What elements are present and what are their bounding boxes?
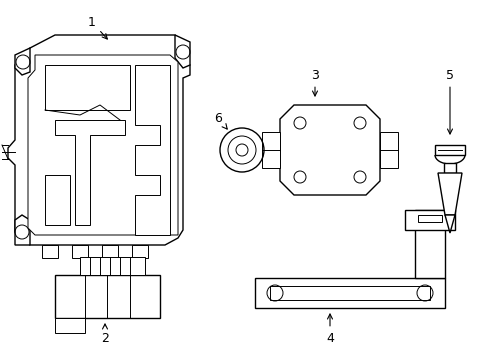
- Polygon shape: [417, 215, 441, 222]
- Polygon shape: [175, 35, 190, 68]
- Polygon shape: [42, 245, 58, 258]
- Polygon shape: [45, 175, 70, 225]
- Polygon shape: [102, 245, 118, 258]
- Text: 5: 5: [445, 68, 453, 134]
- Polygon shape: [443, 163, 455, 173]
- Polygon shape: [254, 278, 444, 308]
- Polygon shape: [15, 48, 30, 75]
- Polygon shape: [434, 145, 464, 155]
- Polygon shape: [444, 215, 454, 233]
- Polygon shape: [80, 257, 145, 275]
- Text: 1: 1: [88, 15, 107, 39]
- Polygon shape: [45, 65, 130, 110]
- Polygon shape: [414, 210, 444, 278]
- Polygon shape: [28, 55, 178, 235]
- Polygon shape: [262, 132, 280, 168]
- Polygon shape: [72, 245, 88, 258]
- Polygon shape: [8, 35, 190, 245]
- Polygon shape: [404, 210, 454, 230]
- Text: 4: 4: [325, 314, 333, 345]
- Polygon shape: [55, 275, 160, 318]
- Polygon shape: [135, 65, 170, 235]
- Polygon shape: [437, 173, 461, 215]
- Polygon shape: [379, 132, 397, 168]
- Text: 2: 2: [101, 324, 109, 345]
- Polygon shape: [15, 215, 30, 245]
- Polygon shape: [132, 245, 148, 258]
- Polygon shape: [269, 286, 429, 300]
- Polygon shape: [55, 120, 125, 225]
- Polygon shape: [55, 318, 85, 333]
- Polygon shape: [280, 105, 379, 195]
- Text: 3: 3: [310, 68, 318, 96]
- Text: 6: 6: [214, 112, 227, 129]
